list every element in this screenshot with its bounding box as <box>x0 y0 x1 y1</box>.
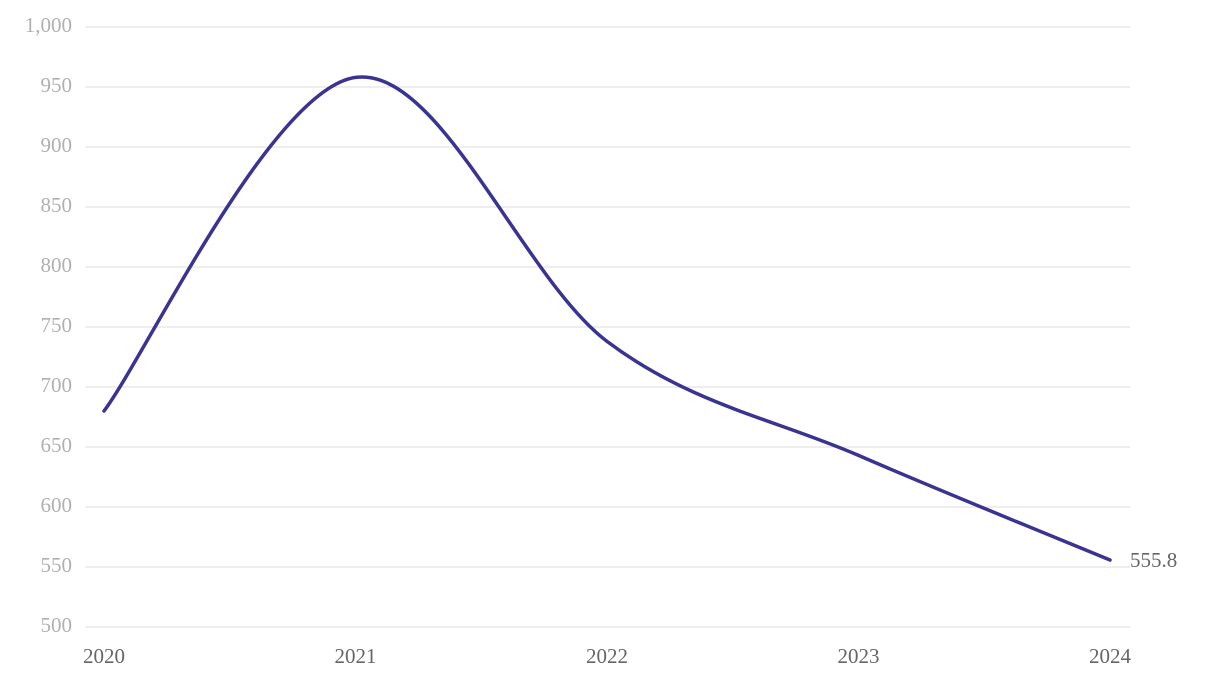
x-tick-label: 2022 <box>586 644 628 668</box>
y-tick-label: 650 <box>41 433 73 457</box>
value-label: 555.8 <box>1130 548 1177 572</box>
y-tick-label: 550 <box>41 553 73 577</box>
x-tick-label: 2020 <box>83 644 125 668</box>
y-tick-label: 850 <box>41 193 73 217</box>
y-tick-label: 750 <box>41 313 73 337</box>
x-tick-label: 2023 <box>838 644 880 668</box>
y-tick-label: 700 <box>41 373 73 397</box>
line <box>102 75 1112 562</box>
x-tick-label: 2021 <box>335 644 377 668</box>
y-tick-label: 500 <box>41 613 73 637</box>
y-tick-label: 1,000 <box>25 13 72 37</box>
y-tick-label: 900 <box>41 133 73 157</box>
y-tick-label: 600 <box>41 493 73 517</box>
x-tick-label: 2024 <box>1089 644 1132 668</box>
y-tick-label: 800 <box>41 253 73 277</box>
y-tick-label: 950 <box>41 73 73 97</box>
